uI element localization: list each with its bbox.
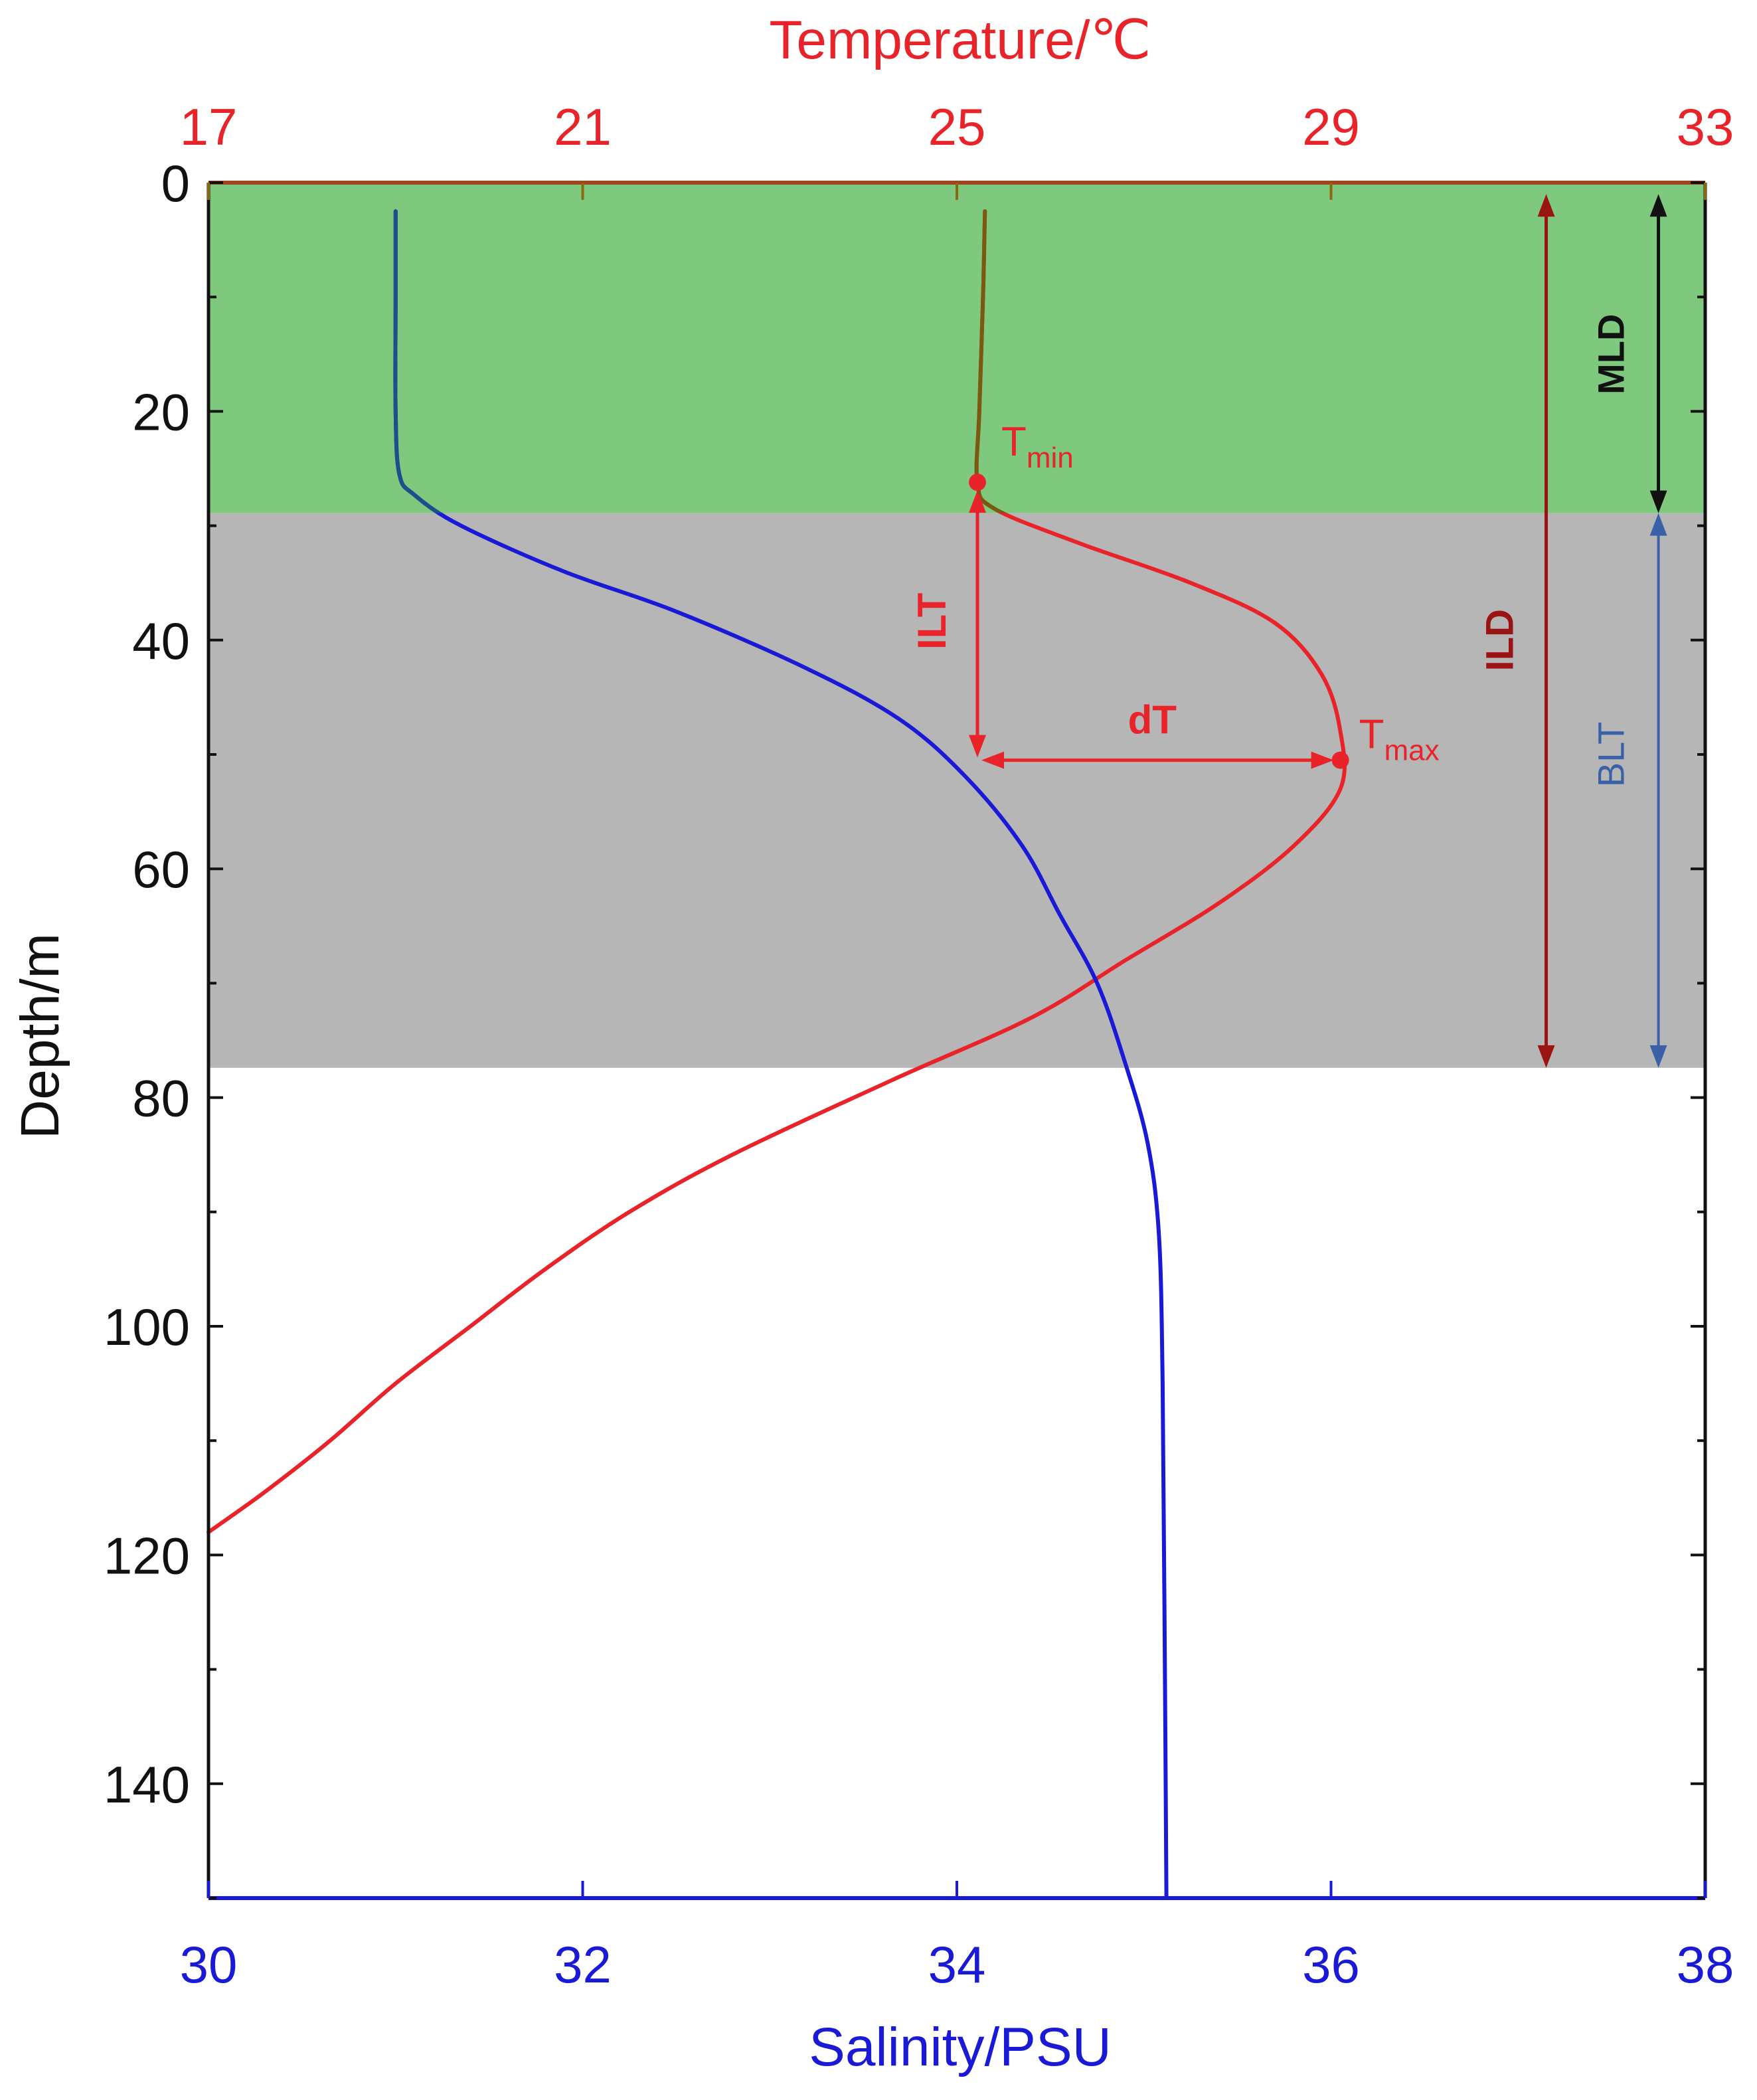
depth-tick-label: 100	[104, 1298, 190, 1356]
regions-layer	[209, 183, 1705, 1068]
ild-arrow	[1537, 194, 1555, 1068]
mld-arrow-head-end	[1649, 490, 1667, 513]
region-mixed-layer	[209, 183, 1705, 513]
ilt-arrow-head-start	[968, 490, 986, 513]
dt-arrow-head-start	[981, 751, 1004, 769]
dt-label: dT	[1128, 698, 1177, 743]
salinity-tick-label: 32	[554, 1935, 612, 1994]
tmax-marker-label: Tmax	[1359, 712, 1440, 767]
tmin-marker-label: Tmin	[1001, 419, 1074, 474]
depth-tick-label: 140	[104, 1755, 190, 1814]
salinity-tick-label: 34	[928, 1935, 986, 1994]
mld-arrow	[1649, 194, 1667, 513]
temperature-tick-label: 17	[180, 98, 238, 156]
dt-arrow-head-end	[1311, 751, 1334, 769]
salinity-tick-label: 38	[1677, 1935, 1734, 1994]
ticks-layer: 0 20 40 60 80 100 120 140 17 21 25 29 33 30 32 34 36 38	[104, 98, 1734, 1994]
mld-arrow-head-start	[1649, 194, 1667, 217]
depth-tick-label: 120	[104, 1526, 190, 1585]
ilt-arrow-head-end	[968, 735, 986, 758]
temperature-tick-label: 29	[1302, 98, 1360, 156]
temperature-tick-label: 33	[1677, 98, 1734, 156]
depth-tick-label: 0	[161, 154, 190, 213]
series-layer	[207, 209, 1347, 1900]
bottom-axis-label: Salinity/PSU	[809, 2017, 1112, 2077]
temperature-tick-label: 25	[928, 98, 986, 156]
blt-label: BLT	[1590, 722, 1632, 788]
depth-tick-label: 60	[132, 840, 190, 899]
depth-tick-label: 40	[132, 612, 190, 670]
ild-label: ILD	[1479, 609, 1522, 671]
temperature-tick-label: 21	[554, 98, 612, 156]
top-axis-label: Temperature/℃	[769, 10, 1151, 70]
ild-arrow-head-end	[1537, 1045, 1555, 1068]
region-barrier-layer	[209, 513, 1705, 1068]
tmax-marker-dot	[1331, 751, 1349, 769]
tmin-marker-dot	[968, 474, 986, 491]
salinity-line-mixed-segment	[393, 209, 443, 513]
blt-arrow	[1649, 513, 1667, 1068]
depth-tick-label: 20	[132, 383, 190, 441]
blt-arrow-head-end	[1649, 1045, 1667, 1068]
salinity-tick-label: 30	[180, 1935, 238, 1994]
ilt-label: ILT	[910, 593, 954, 650]
left-axis-label: Depth/m	[10, 933, 70, 1139]
mld-label: MLD	[1590, 314, 1632, 394]
salinity-tick-label: 36	[1302, 1935, 1360, 1994]
temperature-line-mixed-segment	[974, 209, 1008, 513]
ilt-arrow	[968, 490, 986, 758]
ild-arrow-head-start	[1537, 194, 1555, 217]
dt-arrow	[981, 751, 1334, 769]
depth-tick-label: 80	[132, 1069, 190, 1128]
blt-arrow-head-start	[1649, 513, 1667, 536]
annotations-layer: ILT dT ILD MLD BLT Tmin Tmax	[910, 194, 1667, 1068]
